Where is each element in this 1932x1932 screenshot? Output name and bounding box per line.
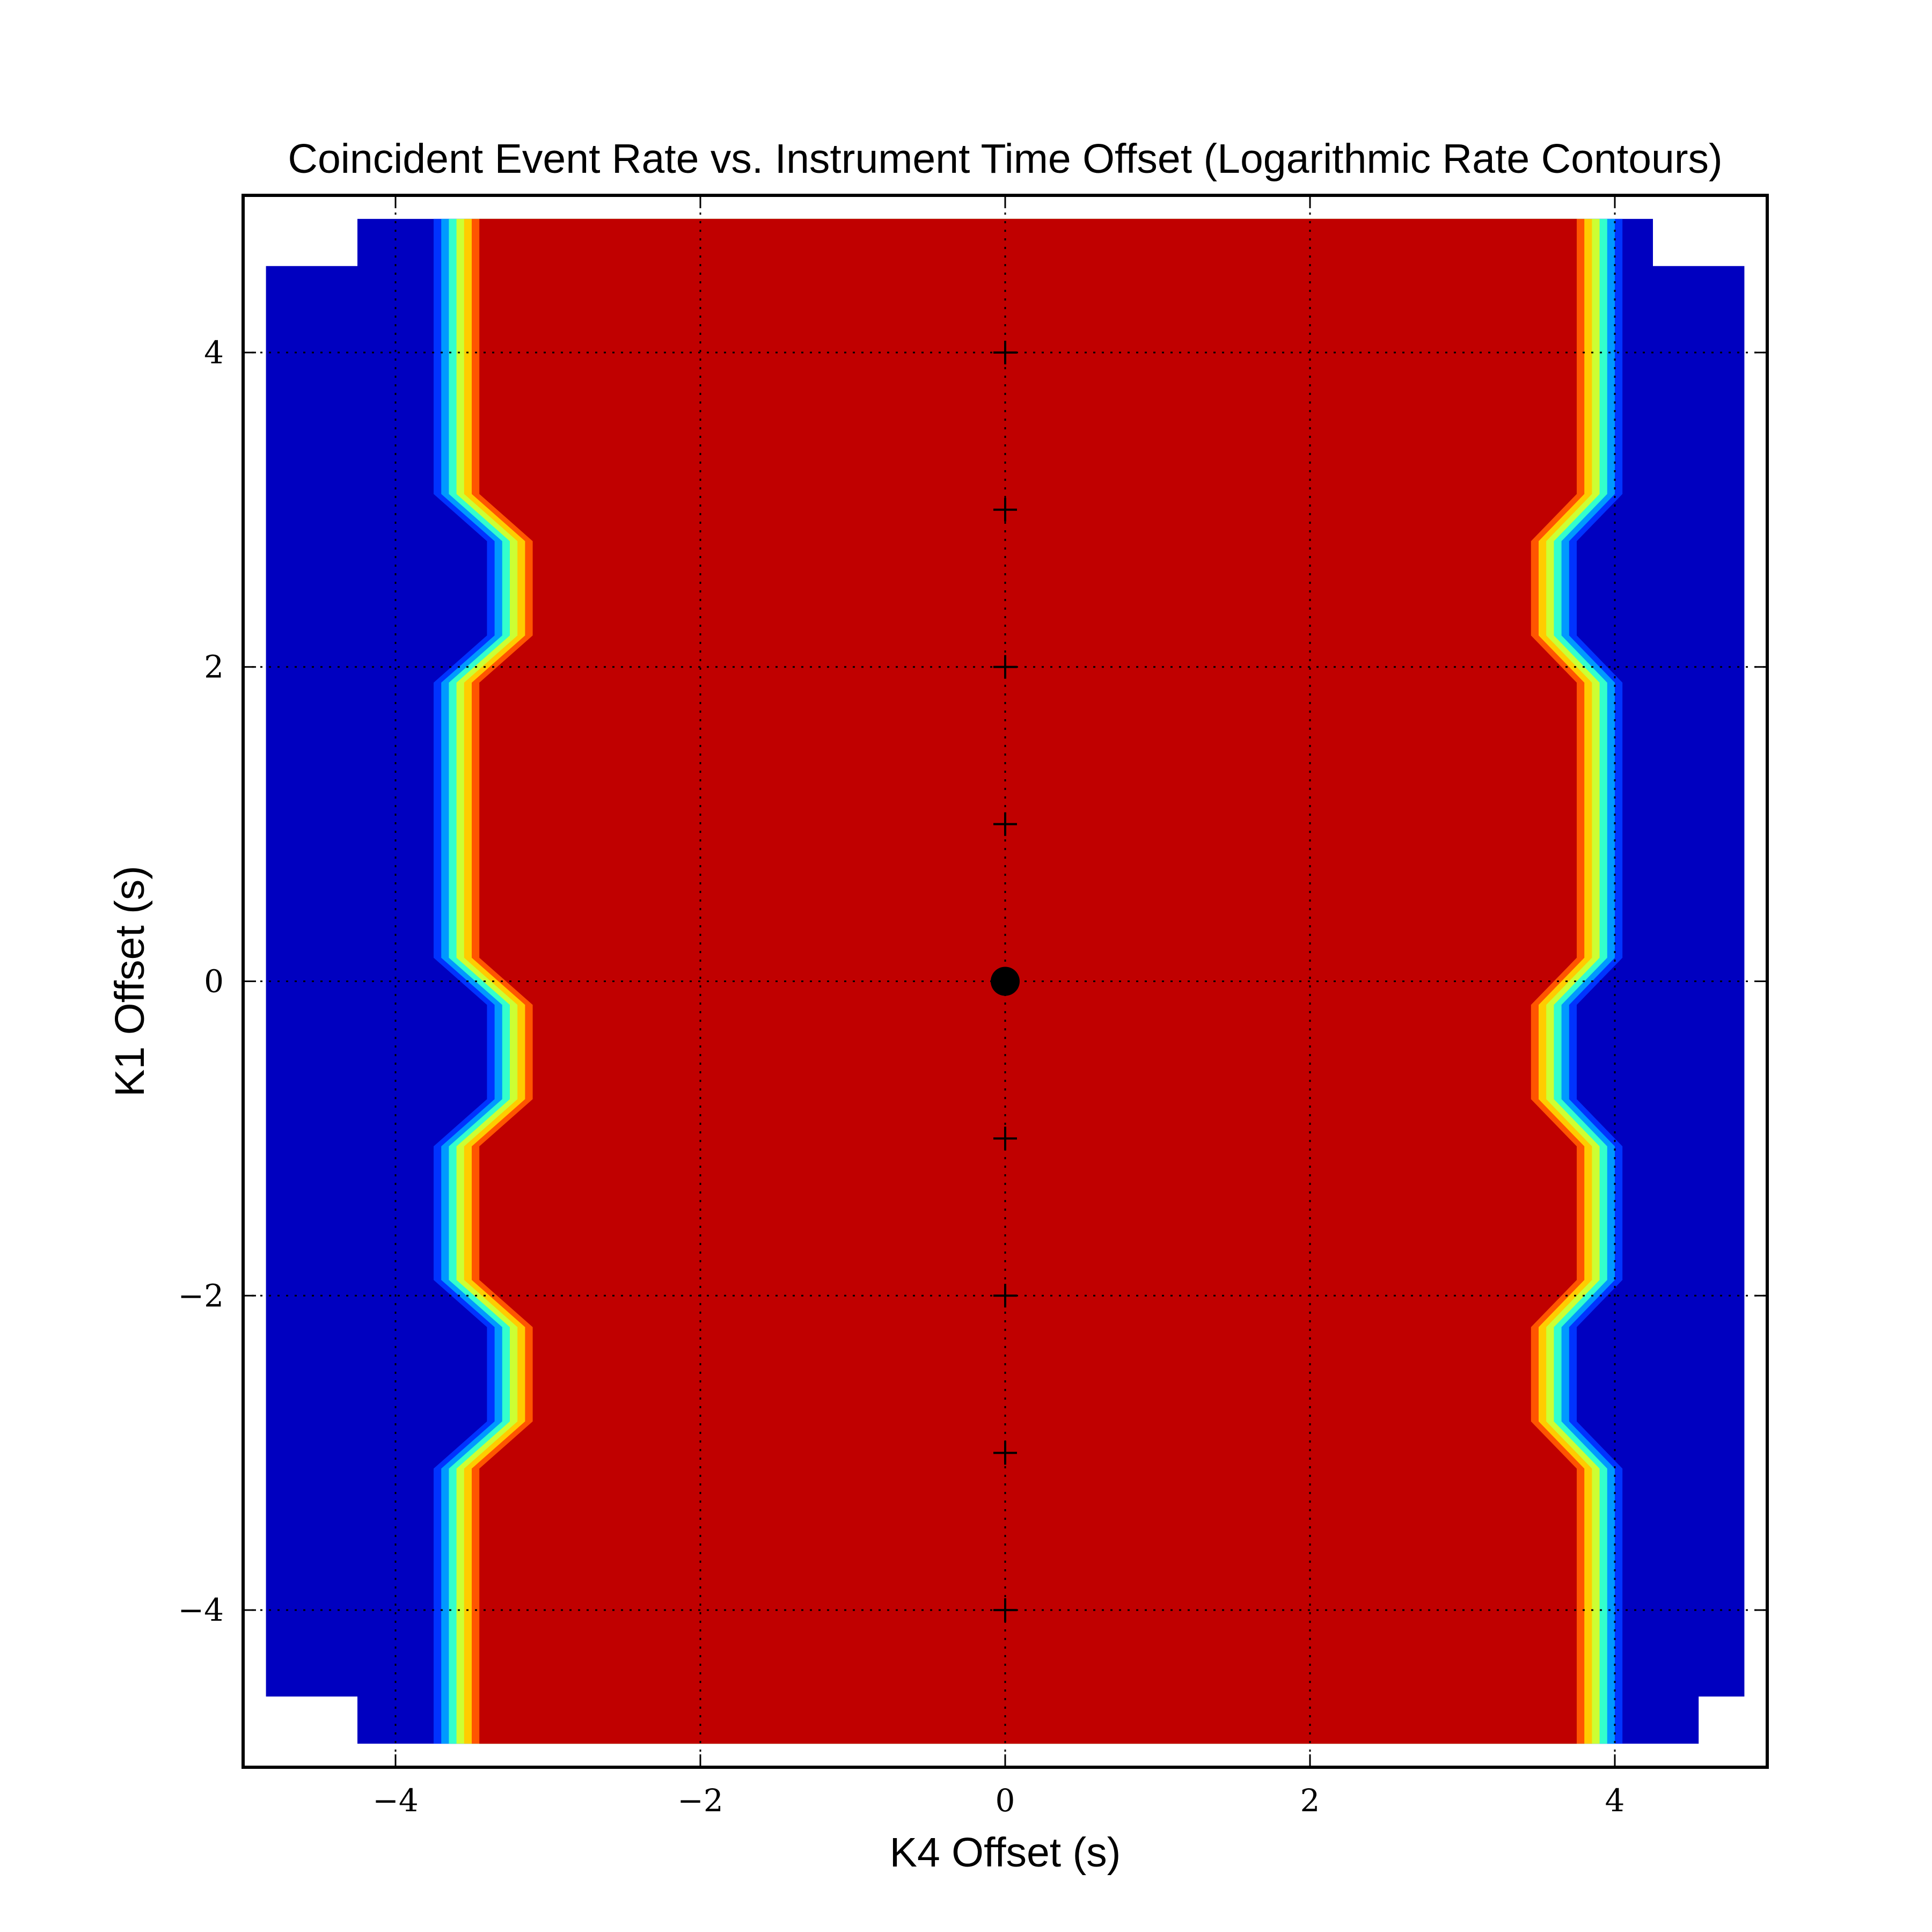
y-axis-label: K1 Offset (s) xyxy=(107,866,153,1097)
y-tick-label: 2 xyxy=(204,649,224,685)
origin-dot-marker xyxy=(991,967,1020,996)
axis-ticks: −4 −2 0 2 4 −4 −2 0 2 4 xyxy=(178,195,1767,1819)
plus-marker xyxy=(993,1126,1017,1151)
plus-marker xyxy=(993,497,1017,522)
x-tick-label: 4 xyxy=(1605,1782,1625,1819)
contour-band-7 xyxy=(479,218,1577,1744)
x-tick-label: −4 xyxy=(372,1782,419,1819)
x-tick-label: 0 xyxy=(996,1782,1015,1819)
x-axis-label: K4 Offset (s) xyxy=(890,1829,1121,1876)
x-tick-label: −2 xyxy=(677,1782,723,1819)
x-tick-label: 2 xyxy=(1300,1782,1320,1819)
y-tick-label: 4 xyxy=(204,334,224,371)
chart-title: Coincident Event Rate vs. Instrument Tim… xyxy=(288,136,1722,182)
plus-marker xyxy=(993,812,1017,836)
y-tick-label: 0 xyxy=(204,963,224,1000)
data-markers xyxy=(991,340,1020,1622)
plus-marker xyxy=(993,655,1017,679)
plus-marker xyxy=(993,1598,1017,1622)
plus-marker xyxy=(993,1284,1017,1308)
plus-marker xyxy=(993,340,1017,364)
y-tick-label: −4 xyxy=(178,1592,224,1628)
contour-fill-layer xyxy=(266,218,1745,1744)
plus-marker xyxy=(993,1441,1017,1465)
y-tick-label: −2 xyxy=(178,1277,224,1314)
